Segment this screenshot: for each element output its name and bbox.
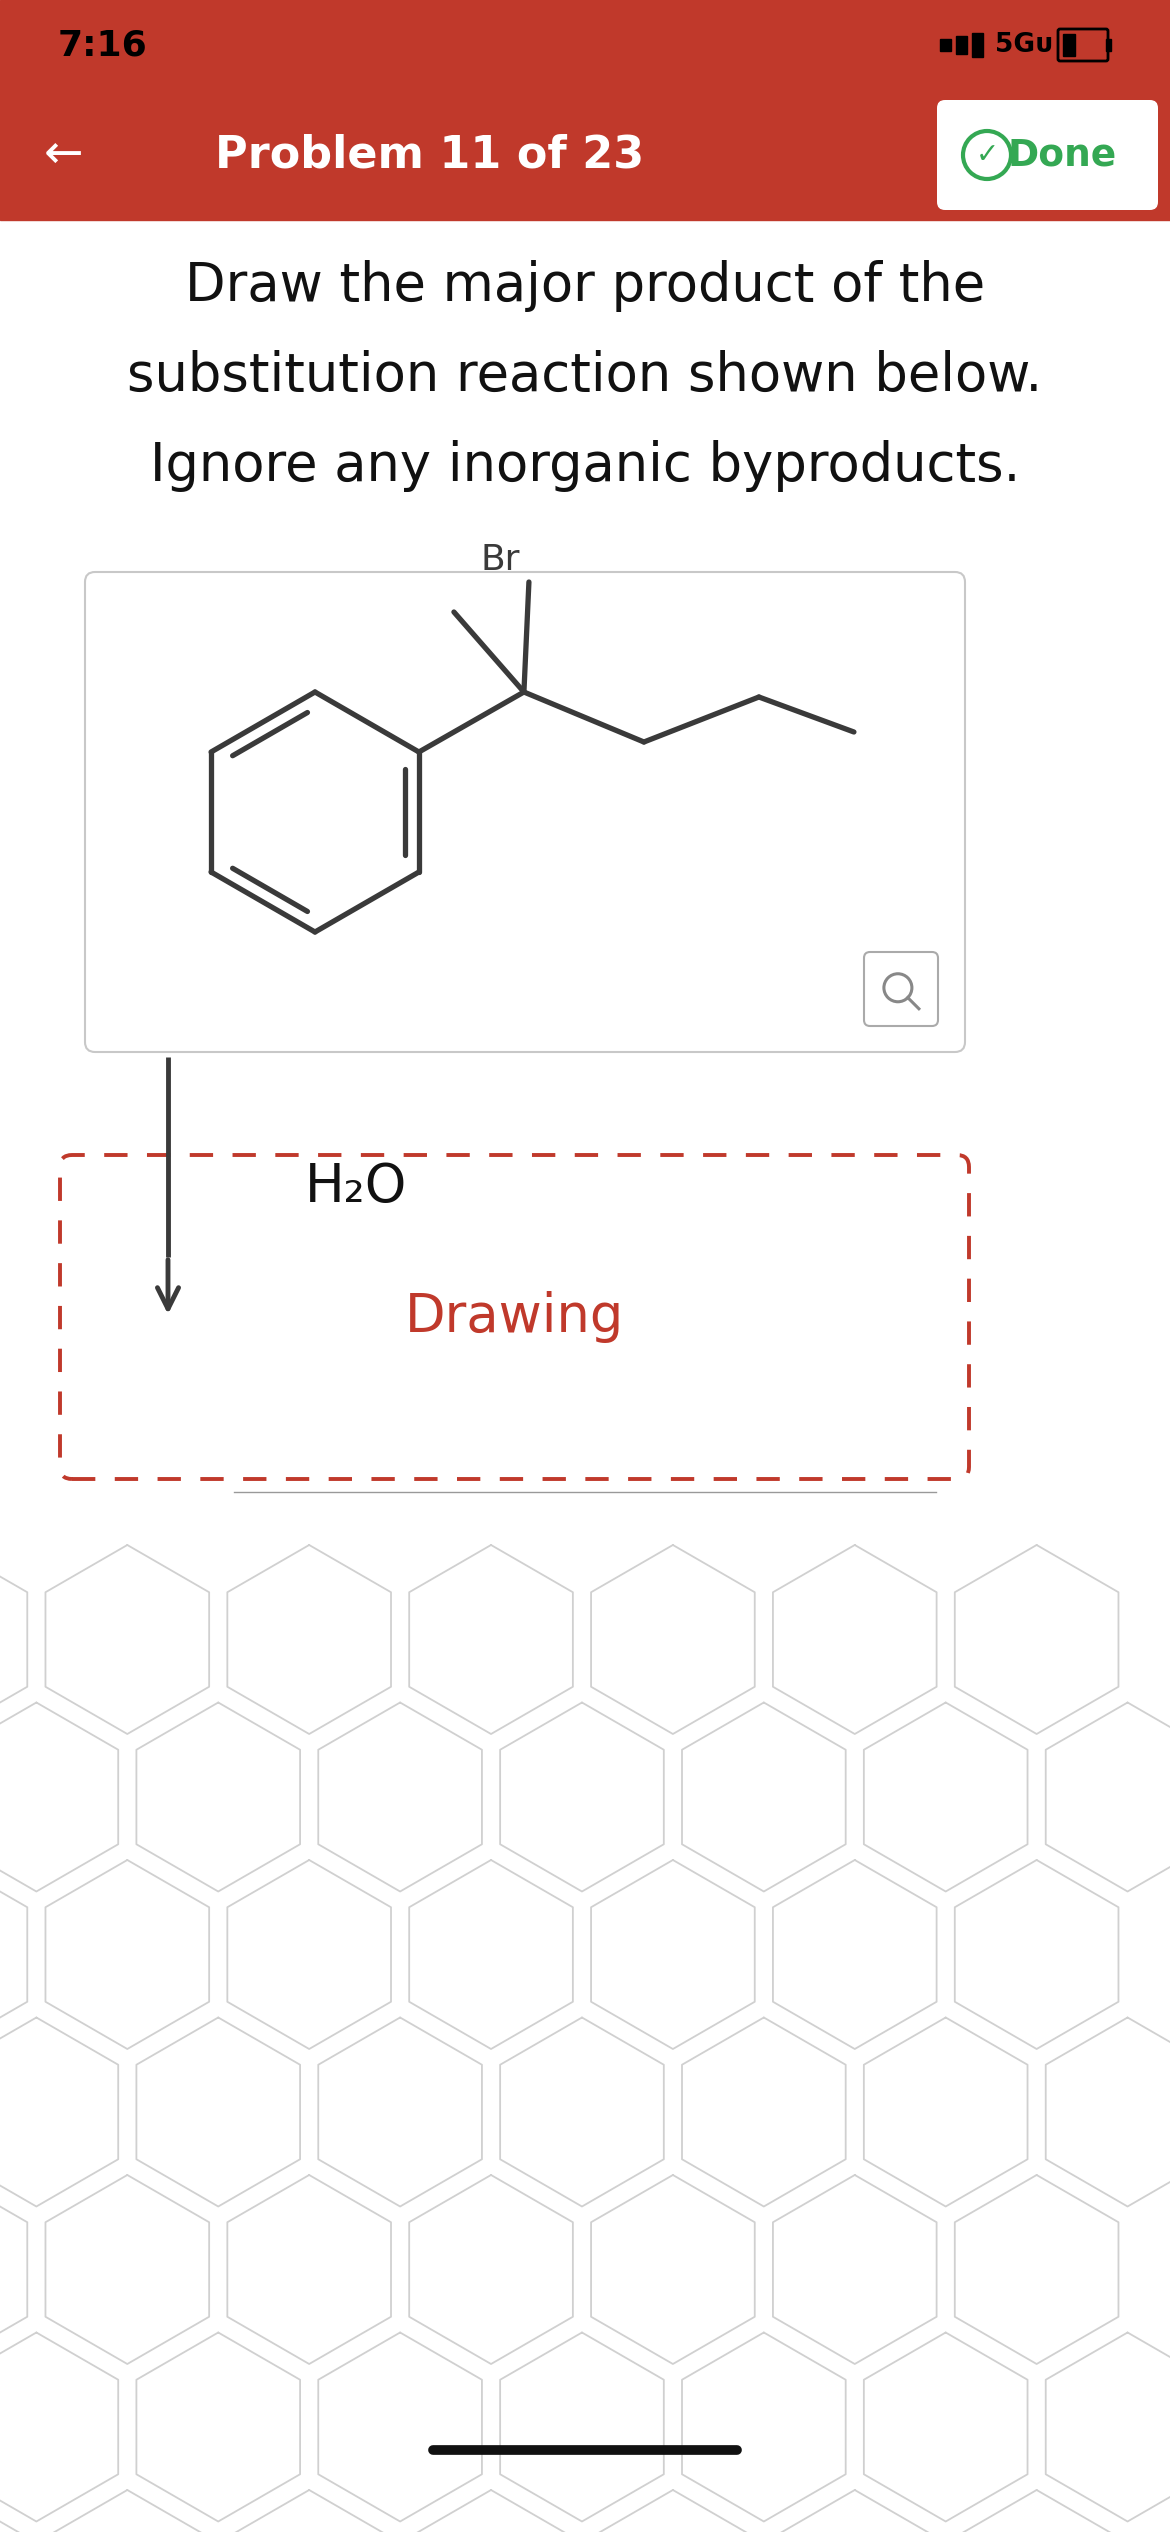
Text: Drawing: Drawing xyxy=(405,1291,624,1342)
Bar xyxy=(1064,33,1075,56)
Bar xyxy=(940,38,951,51)
Bar xyxy=(972,33,983,58)
Text: Ignore any inorganic byproducts.: Ignore any inorganic byproducts. xyxy=(150,441,1020,491)
FancyBboxPatch shape xyxy=(863,952,938,1025)
Text: Draw the major product of the: Draw the major product of the xyxy=(185,261,985,311)
Text: 5Gᴜ: 5Gᴜ xyxy=(994,33,1052,58)
Text: substitution reaction shown below.: substitution reaction shown below. xyxy=(128,349,1042,403)
Bar xyxy=(0,0,1170,220)
FancyBboxPatch shape xyxy=(60,1155,969,1479)
Text: Problem 11 of 23: Problem 11 of 23 xyxy=(215,134,645,177)
Text: ←: ← xyxy=(44,132,83,177)
Text: 7:16: 7:16 xyxy=(58,28,147,61)
Text: ✓: ✓ xyxy=(976,142,999,170)
Text: Done: Done xyxy=(1007,137,1117,172)
FancyBboxPatch shape xyxy=(937,99,1158,210)
Bar xyxy=(1106,38,1111,51)
FancyBboxPatch shape xyxy=(85,572,965,1051)
Text: Br: Br xyxy=(481,542,521,577)
Bar xyxy=(956,35,966,53)
Text: H₂O: H₂O xyxy=(305,1162,407,1213)
